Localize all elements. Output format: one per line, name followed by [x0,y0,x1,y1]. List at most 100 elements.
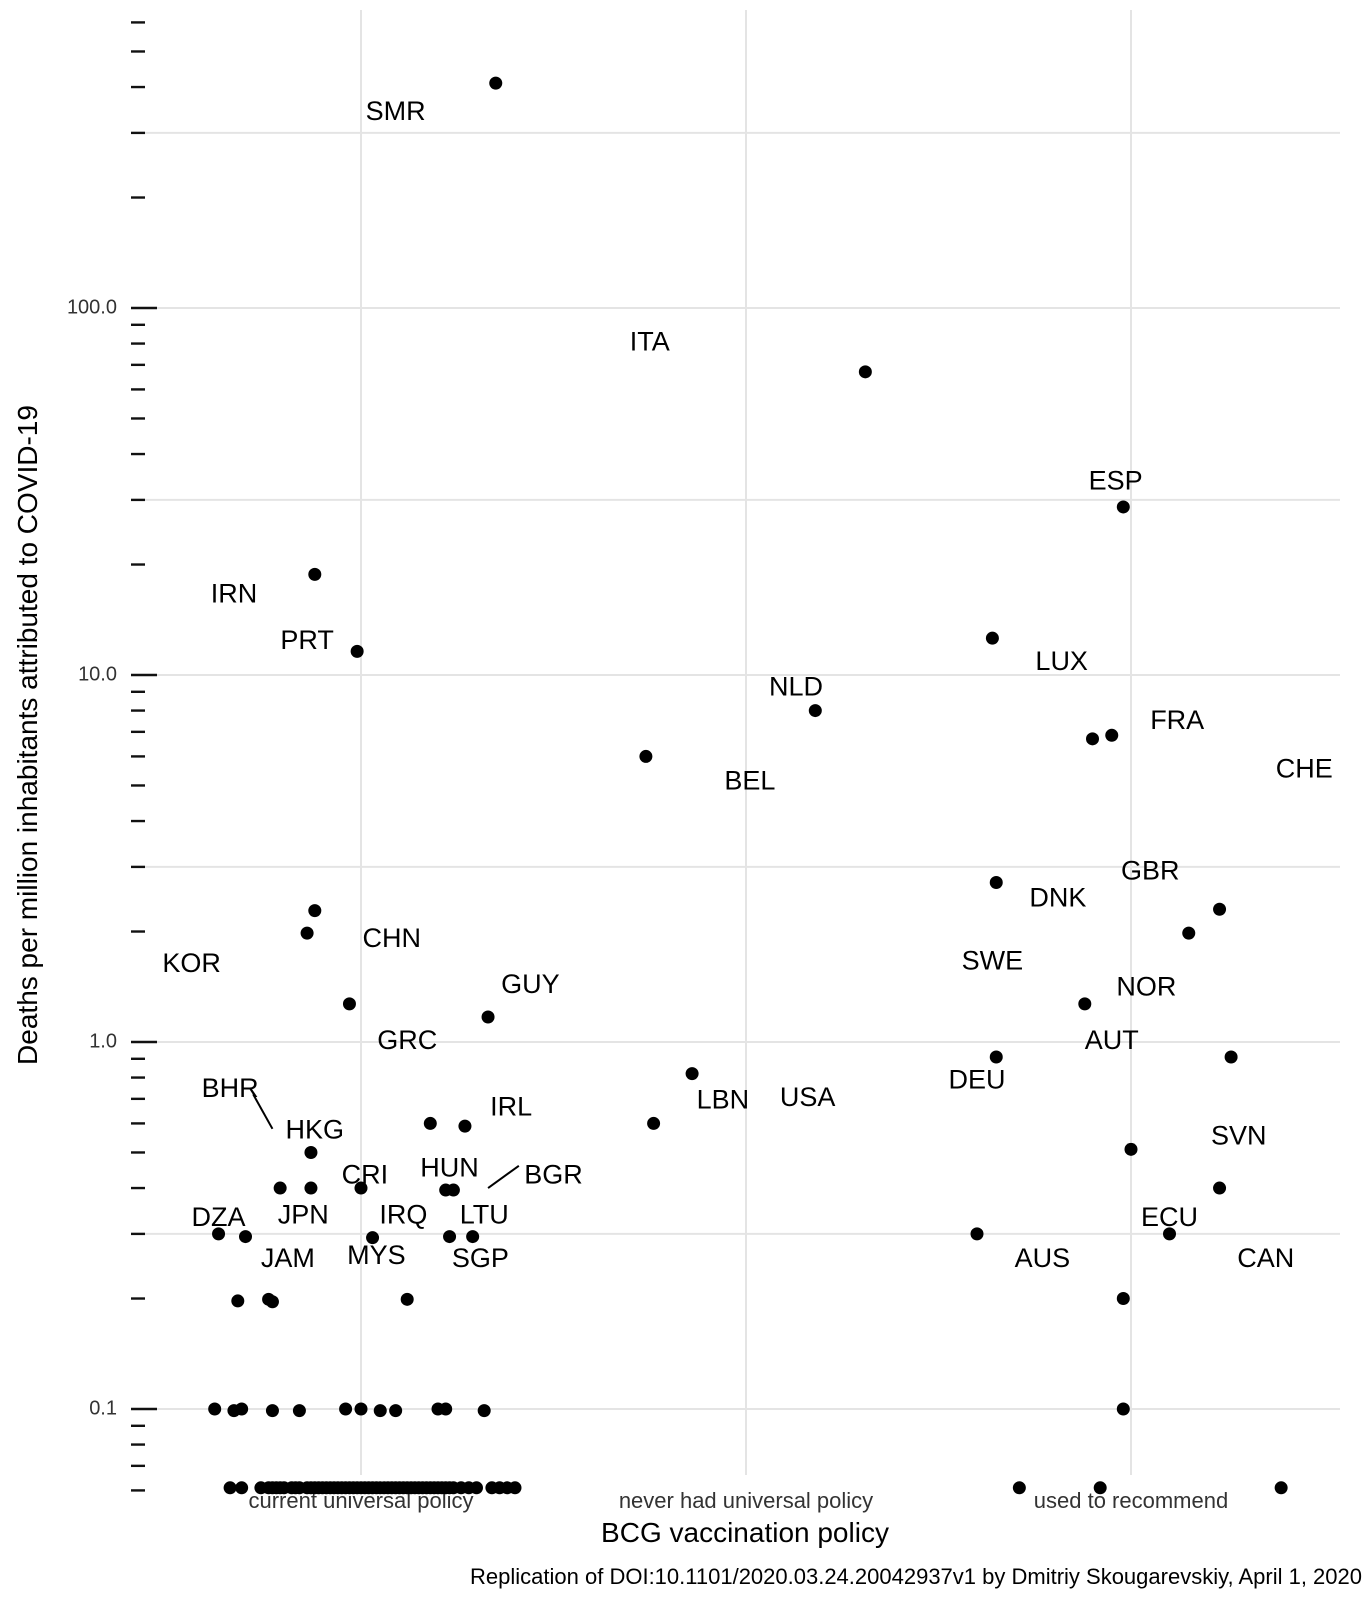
country-label-esp: ESP [1089,465,1143,495]
country-label-nor: NOR [1116,971,1176,1001]
country-label-prt: PRT [280,625,334,655]
country-label-ecu: ECU [1141,1202,1198,1232]
country-label-fra: FRA [1150,705,1204,735]
data-point-2 [308,567,322,581]
country-label-irl: IRL [490,1091,532,1121]
country-label-hkg: HKG [286,1115,345,1145]
data-point-38 [808,704,822,718]
country-label-irq: IRQ [379,1199,427,1229]
data-point-55 [970,1227,984,1241]
data-point-40 [685,1067,699,1081]
data-point-54 [1163,1227,1176,1241]
data-point-28 [265,1404,279,1418]
data-point-17 [239,1230,252,1244]
data-point-115 [1012,1481,1026,1495]
country-label-cri: CRI [342,1160,389,1190]
data-point-13 [354,1181,368,1195]
data-point-32 [373,1404,387,1418]
country-label-jpn: JPN [278,1199,329,1229]
data-point-48 [1182,926,1196,940]
country-label-lbn: LBN [697,1084,750,1114]
data-point-16 [212,1227,226,1241]
leader-line-1 [252,1093,274,1130]
leader-line-2 [487,1164,520,1189]
data-point-36 [477,1404,491,1418]
y-axis-tick-labels: 100.0 10.0 1.0 0.1 [67,296,117,1419]
data-point-59 [235,1481,249,1495]
data-point-43 [985,631,999,645]
data-point-20 [466,1230,480,1244]
data-point-6 [342,997,356,1011]
data-point-18 [366,1231,380,1245]
data-point-49 [1078,997,1092,1011]
data-point-3 [350,644,364,658]
data-point-45 [1105,728,1119,742]
country-label-deu: DEU [948,1065,1005,1095]
data-point-30 [339,1402,353,1416]
data-point-117 [1274,1481,1288,1495]
data-point-5 [300,926,314,940]
data-point-52 [1124,1142,1138,1156]
country-label-dnk: DNK [1029,882,1086,912]
country-label-kor: KOR [162,948,221,978]
data-point-47 [1213,902,1227,916]
country-label-hun: HUN [420,1152,479,1182]
y-tick-label-4: 0.1 [89,1397,117,1419]
country-label-grc: GRC [377,1025,437,1055]
data-point-41 [647,1116,661,1130]
data-point-27 [235,1402,249,1416]
country-label-swe: SWE [962,945,1024,975]
data-point-114 [508,1481,522,1495]
data-point-116 [1093,1481,1107,1495]
y-tick-label-2: 10.0 [78,663,117,685]
x-axis-title: BCG vaccination policy [601,1517,889,1548]
country-label-bhr: BHR [202,1073,259,1103]
label-leader-lines [252,1093,520,1189]
country-label-irn: IRN [211,578,258,608]
data-point-57 [1116,1402,1130,1416]
data-point-15 [446,1183,460,1197]
data-point-50 [989,1050,1003,1064]
country-label-mys: MYS [347,1240,406,1270]
data-point-23 [265,1295,279,1309]
country-label-can: CAN [1237,1243,1294,1273]
data-point-1 [489,76,503,90]
data-point-12 [304,1181,318,1195]
data-points [208,76,1288,1495]
country-label-sgp: SGP [452,1243,509,1273]
data-point-39 [639,749,653,763]
country-label-che: CHE [1276,753,1333,783]
country-label-bgr: BGR [524,1160,583,1190]
y-tick-label-1: 100.0 [67,296,117,318]
country-label-nld: NLD [769,671,823,701]
country-label-aus: AUS [1015,1243,1071,1273]
data-point-110 [470,1481,483,1495]
country-label-usa: USA [780,1082,836,1112]
data-point-9 [458,1119,472,1133]
data-point-19 [443,1230,457,1244]
data-point-42 [1116,500,1130,514]
data-point-31 [354,1402,368,1416]
country-label-smr: SMR [366,96,426,126]
y-tick-label-3: 1.0 [89,1030,117,1052]
data-point-21 [231,1294,245,1308]
data-point-58 [223,1481,237,1495]
country-label-bel: BEL [724,765,775,795]
data-point-35 [439,1402,453,1416]
data-point-29 [292,1404,306,1418]
data-point-25 [208,1402,222,1416]
data-point-46 [989,876,1003,890]
data-point-8 [423,1116,437,1130]
data-point-24 [400,1292,414,1306]
chart-caption: Replication of DOI:10.1101/2020.03.24.20… [470,1564,1362,1589]
data-point-51 [1224,1050,1238,1064]
country-label-aut: AUT [1085,1025,1139,1055]
country-label-guy: GUY [501,969,560,999]
country-labels: SMR IRN PRT KOR CHN GUY GRC BHR HKG IRL CRI HUN BGR D… [162,96,1332,1273]
data-point-11 [273,1181,287,1195]
country-label-chn: CHN [363,923,422,953]
y-axis-title: Deaths per million inhabitants attribute… [12,405,43,1065]
data-point-10 [304,1145,318,1159]
data-point-44 [1086,732,1099,746]
